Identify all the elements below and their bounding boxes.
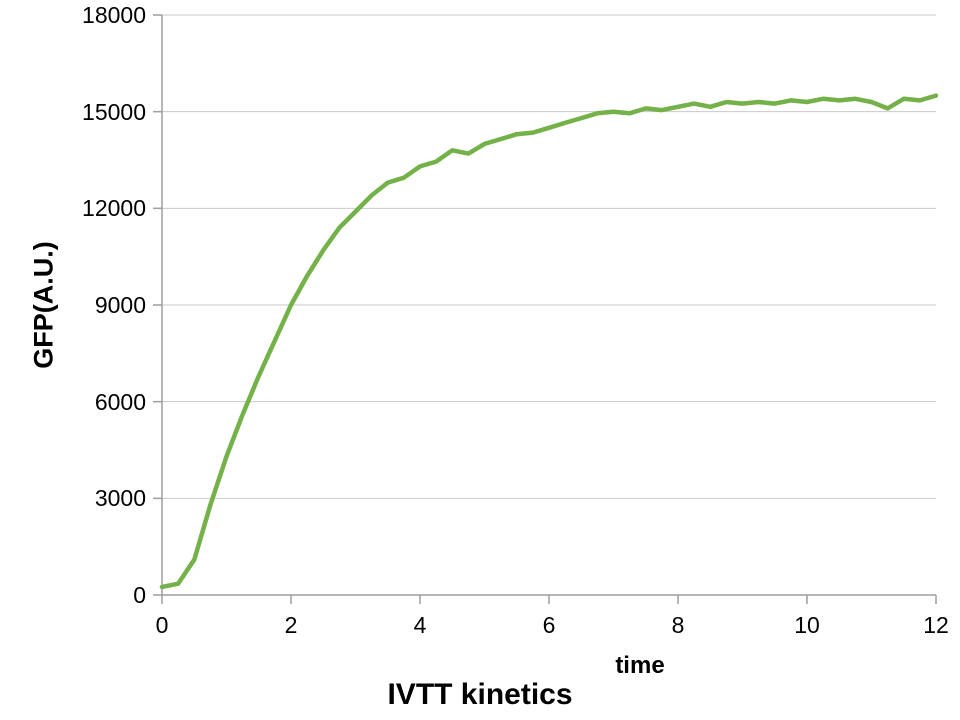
x-tick-label: 0	[155, 612, 169, 638]
y-tick-label: 3000	[94, 485, 146, 512]
series-gfp-line	[159, 93, 939, 590]
y-tick-label: 15000	[82, 98, 146, 125]
x-tick-label: 4	[413, 612, 427, 638]
x-tick-label: 10	[794, 612, 820, 638]
chart-title: IVTT kinetics	[387, 678, 573, 711]
y-axis-title: GFP(A.U.)	[28, 241, 59, 369]
y-tick-label: 12000	[82, 195, 146, 222]
x-tick-label: 12	[923, 612, 949, 638]
y-tick-label: 18000	[82, 2, 146, 28]
y-tick-label: 9000	[94, 292, 146, 318]
x-tick-label: 6	[542, 612, 556, 638]
y-tick-label: 0	[133, 582, 146, 608]
x-axis-title: time	[615, 652, 665, 679]
x-tick-label: 8	[671, 612, 685, 638]
x-tick-label: 2	[284, 612, 298, 638]
y-tick-label: 6000	[94, 388, 146, 415]
